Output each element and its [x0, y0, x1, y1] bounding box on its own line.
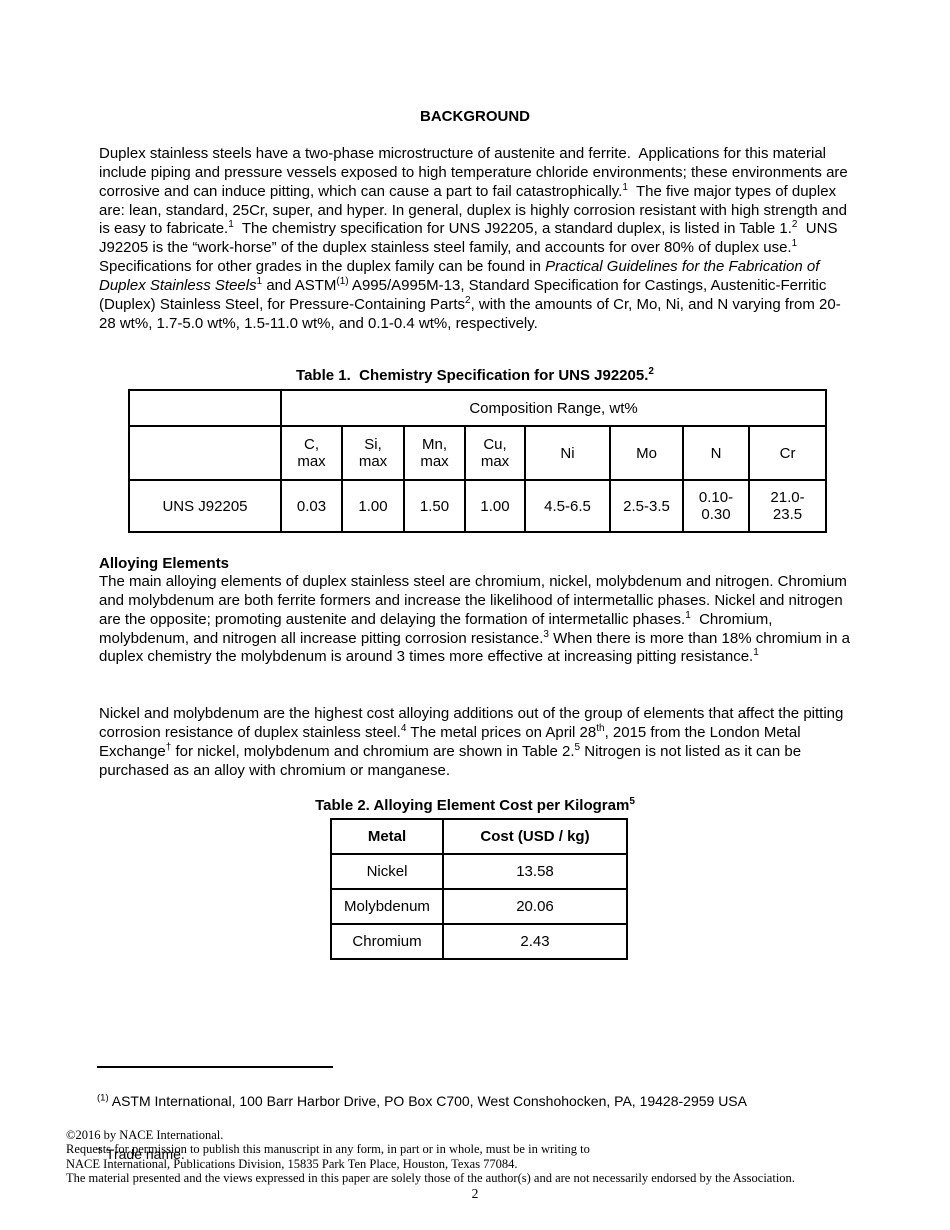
table1-column-header-row: C, max Si, max Mn, max Cu, max Ni Mo N C…: [128, 425, 828, 481]
table1-group-header-row: Composition Range, wt%: [128, 389, 828, 427]
table2-caption: Table 2. Alloying Element Cost per Kilog…: [315, 796, 635, 815]
table1-value-cu: 1.00: [464, 479, 526, 533]
footnote-astm: (1) ASTM International, 100 Barr Harbor …: [97, 1092, 747, 1109]
footnotes-block: (1) ASTM International, 100 Barr Harbor …: [97, 1058, 857, 1198]
table1-col-header-mn: Mn, max: [403, 425, 466, 481]
table1-value-mn: 1.50: [403, 479, 466, 533]
table1-col-header-ni: Ni: [524, 425, 611, 481]
page-title: BACKGROUND: [420, 108, 530, 125]
paragraph-element-cost: Nickel and molybdenum are the highest co…: [99, 705, 848, 779]
table1-row-label: UNS J92205: [128, 479, 282, 533]
table2-cost-nickel: 13.58: [442, 853, 628, 890]
copyright-block: ©2016 by NACE International. Requests fo…: [66, 1128, 886, 1186]
table1-value-ni: 4.5-6.5: [524, 479, 611, 533]
table2-alloying-element-cost: Metal Cost (USD / kg) Nickel 13.58 Molyb…: [330, 818, 628, 960]
table1-value-si: 1.00: [341, 479, 405, 533]
copyright-line: NACE International, Publications Divisio…: [66, 1156, 518, 1171]
table1-col-header-n: N: [682, 425, 750, 481]
table2-col-header-metal: Metal: [330, 818, 444, 855]
table2-metal-molybdenum: Molybdenum: [330, 888, 444, 925]
copyright-line: The material presented and the views exp…: [66, 1171, 795, 1186]
table1-value-n: 0.10- 0.30: [682, 479, 750, 533]
table1-value-c: 0.03: [280, 479, 343, 533]
table1-col-header-c: C, max: [280, 425, 343, 481]
table1-corner-cell-bottom: [128, 425, 282, 481]
table1-col-header-cr: Cr: [747, 425, 828, 481]
table2-metal-nickel: Nickel: [330, 853, 444, 890]
copyright-line: Requests for permission to publish this …: [66, 1142, 590, 1157]
copyright-line: ©2016 by NACE International.: [66, 1128, 224, 1142]
table1-group-header: Composition Range, wt%: [279, 389, 828, 427]
table1-value-mo: 2.5-3.5: [609, 479, 684, 533]
page-number: 2: [471, 1186, 479, 1201]
table2-row-molybdenum: Molybdenum 20.06: [330, 888, 628, 925]
table1-caption: Table 1. Chemistry Specification for UNS…: [296, 366, 654, 385]
table1-corner-cell-top: [128, 389, 282, 427]
footnote-trade-name: † Trade name.: [97, 1144, 185, 1162]
table2-col-header-cost: Cost (USD / kg): [442, 818, 628, 855]
section-heading-alloying-elements: Alloying Elements: [99, 555, 230, 572]
footnote-separator-rule: [97, 1066, 333, 1068]
table2-row-nickel: Nickel 13.58: [330, 853, 628, 890]
table2-metal-chromium: Chromium: [330, 923, 444, 960]
table1-col-header-cu: Cu, max: [464, 425, 526, 481]
paragraph-alloying-elements: The main alloying elements of duplex sta…: [99, 573, 855, 666]
table2-row-chromium: Chromium 2.43: [330, 923, 628, 960]
table1-data-row: UNS J92205 0.03 1.00 1.50 1.00 4.5-6.5 2…: [128, 479, 828, 533]
table1-chemistry-specification: Composition Range, wt% C, max Si, max Mn…: [128, 389, 828, 533]
table1-value-cr: 21.0- 23.5: [747, 479, 828, 533]
table2-cost-chromium: 2.43: [442, 923, 628, 960]
table1-col-header-si: Si, max: [341, 425, 405, 481]
paragraph-background: Duplex stainless steels have a two-phase…: [99, 145, 852, 332]
table1-col-header-mo: Mo: [609, 425, 684, 481]
table2-cost-molybdenum: 20.06: [442, 888, 628, 925]
table2-header-row: Metal Cost (USD / kg): [330, 818, 628, 855]
